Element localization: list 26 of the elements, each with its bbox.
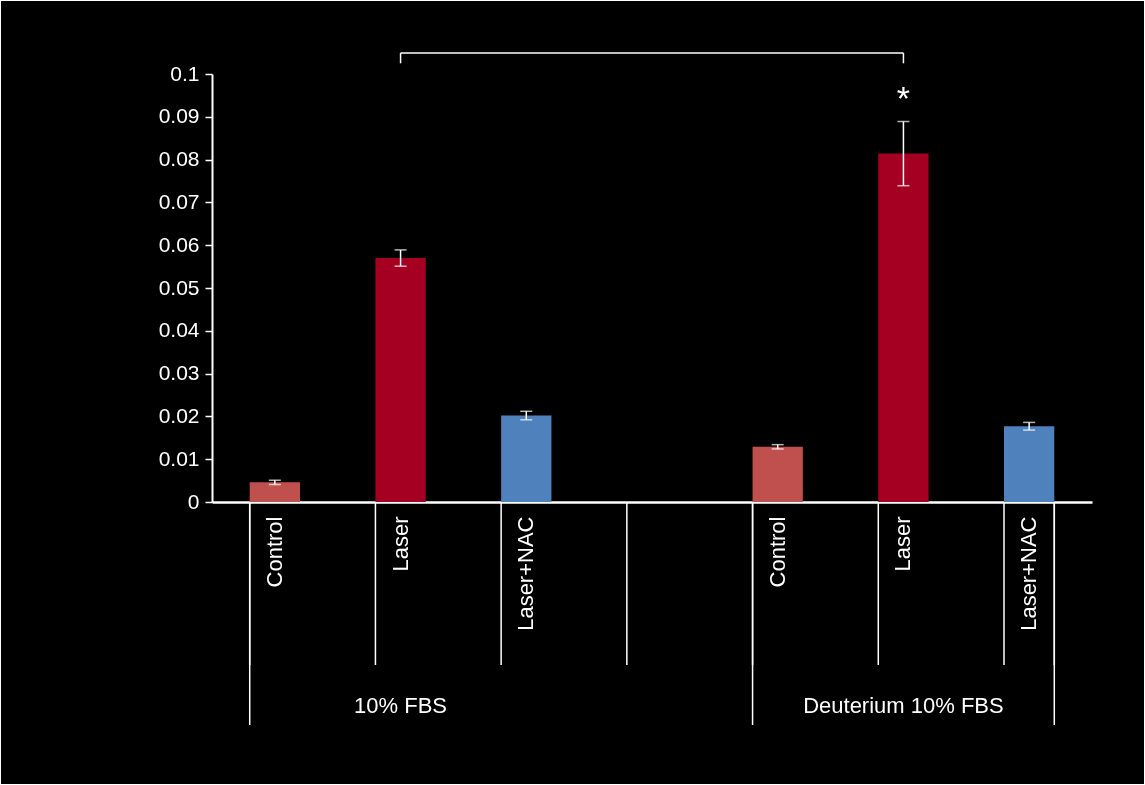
text: Deuterium 10% FBS [803,693,1004,718]
y-tick-label: 0 [187,489,200,513]
y-tick-label: 0.05 [158,275,200,299]
y-tick-label: 0.09 [158,104,200,128]
bar [1004,426,1055,502]
y-tick-label: 0.04 [158,318,200,342]
bar [375,258,426,502]
text: 10% FBS [354,693,448,718]
x-tick-label: Control [261,516,287,588]
bar [501,415,552,502]
bar [878,153,929,502]
x-tick-label: Control [764,516,790,588]
y-tick-label: 0.07 [158,189,200,213]
annotation: * [896,79,911,118]
x-tick-label: Laser+NAC [1016,516,1042,631]
y-tick-label: 0.08 [158,147,200,171]
x-tick-label: Laser [387,516,413,572]
bar [752,446,803,502]
y-tick-label: 0.1 [170,61,200,85]
y-tick-label: 0.02 [158,403,200,427]
y-tick-label: 0.03 [158,361,200,385]
bar [249,482,300,502]
x-tick-label: Laser [890,516,916,572]
y-tick-label: 0.01 [158,446,200,470]
y-tick-label: 0.06 [158,232,200,256]
x-tick-label: Laser+NAC [513,516,539,631]
